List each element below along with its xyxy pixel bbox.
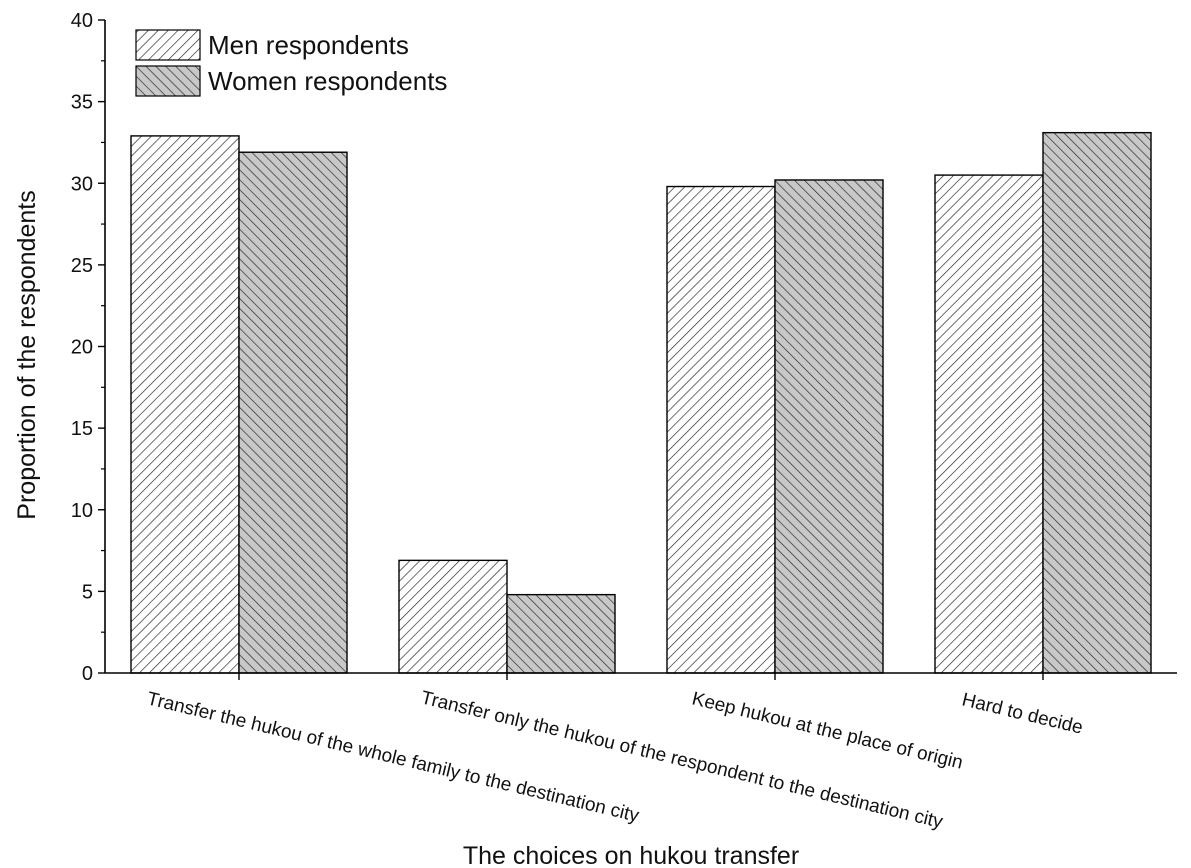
category-label-1: Transfer the hukou of the whole family t… [145, 688, 642, 826]
y-axis-ticks: 0 5 10 15 20 25 30 35 40 [71, 10, 105, 685]
bar-women-2 [506, 593, 616, 674]
bar-men-4 [934, 174, 1044, 674]
category-label-4: Hard to decide [960, 689, 1085, 738]
bar-men-3 [666, 185, 776, 674]
bar-men-1 [130, 135, 240, 674]
legend-label-men: Men respondents [208, 30, 409, 60]
y-tick-label: 5 [82, 581, 93, 603]
bar-women-1 [238, 151, 348, 674]
y-tick-label: 25 [71, 255, 93, 277]
x-axis-title: The choices on hukou transfer [463, 842, 799, 868]
y-tick-label: 20 [71, 337, 93, 359]
legend-swatch-men [135, 29, 201, 61]
bar-men-2 [398, 559, 508, 674]
y-tick-label: 35 [71, 92, 93, 114]
y-tick-label: 10 [71, 500, 93, 522]
plot-area [130, 131, 1152, 674]
legend-swatch-women [135, 65, 201, 97]
bar-women-3 [774, 179, 884, 674]
category-labels: Transfer the hukou of the whole family t… [145, 687, 1085, 833]
y-tick-label: 30 [71, 173, 93, 195]
category-label-2: Transfer only the hukou of the responden… [419, 687, 945, 833]
legend-label-women: Women respondents [208, 66, 447, 96]
y-axis-title: Proportion of the respondents [13, 190, 41, 519]
legend: Men respondents Women respondents [135, 29, 447, 97]
bar-women-4 [1042, 131, 1152, 674]
y-tick-label: 15 [71, 418, 93, 440]
y-tick-label: 40 [71, 10, 93, 32]
x-axis-ticks [238, 673, 1044, 680]
y-tick-label: 0 [82, 663, 93, 685]
